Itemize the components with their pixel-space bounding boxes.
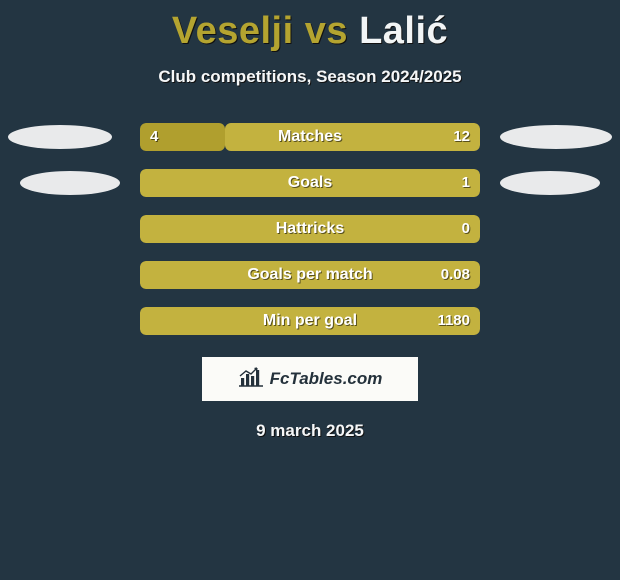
stat-row: Hattricks0 bbox=[0, 215, 620, 243]
bar-fill-right bbox=[225, 123, 480, 151]
player1-badge bbox=[8, 125, 112, 149]
bar-track bbox=[140, 169, 480, 197]
page-title: Veselji vs Lalić bbox=[0, 0, 620, 53]
date: 9 march 2025 bbox=[0, 421, 620, 441]
stat-row: Goals1 bbox=[0, 169, 620, 197]
title-player1: Veselji bbox=[172, 10, 294, 52]
stat-row: Min per goal1180 bbox=[0, 307, 620, 335]
bar-fill-right bbox=[140, 215, 480, 243]
title-vs: vs bbox=[305, 10, 348, 52]
player2-badge bbox=[500, 125, 612, 149]
stat-rows: Matches412 Goals1 Hattricks0 Goals per matc… bbox=[0, 123, 620, 335]
player1-badge bbox=[20, 171, 120, 195]
chart-icon bbox=[238, 367, 264, 392]
bar-fill-left bbox=[140, 123, 225, 151]
bar-track bbox=[140, 123, 480, 151]
bar-fill-right bbox=[140, 169, 480, 197]
bar-track bbox=[140, 215, 480, 243]
subtitle: Club competitions, Season 2024/2025 bbox=[0, 67, 620, 87]
title-player2: Lalić bbox=[359, 10, 448, 52]
bar-fill-right bbox=[140, 307, 480, 335]
bar-fill-right bbox=[140, 261, 480, 289]
stat-row: Goals per match0.08 bbox=[0, 261, 620, 289]
player2-badge bbox=[500, 171, 600, 195]
stat-row: Matches412 bbox=[0, 123, 620, 151]
bar-track bbox=[140, 307, 480, 335]
brand-box: FcTables.com bbox=[202, 357, 418, 401]
comparison-card: Veselji vs Lalić Club competitions, Seas… bbox=[0, 0, 620, 580]
brand-text: FcTables.com bbox=[270, 369, 383, 389]
bar-track bbox=[140, 261, 480, 289]
